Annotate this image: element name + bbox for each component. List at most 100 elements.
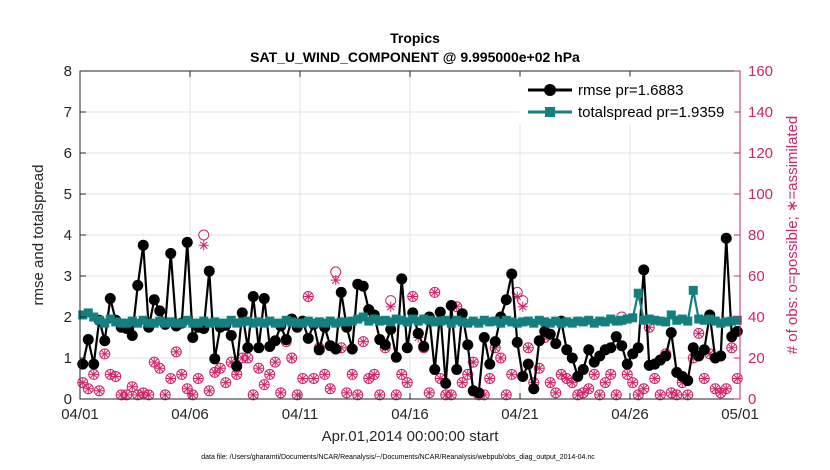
totalspread-point: [320, 318, 330, 328]
obs-assimilated-point: [732, 373, 743, 384]
totalspread-point: [435, 316, 445, 326]
obs-assimilated-point: [682, 389, 693, 400]
obs-assimilated-point: [171, 346, 182, 357]
totalspread-point: [177, 318, 187, 328]
legend-rmse-marker: [544, 84, 556, 96]
totalspread-point: [259, 318, 269, 328]
totalspread-point: [457, 317, 467, 327]
rmse-point: [346, 343, 358, 355]
totalspread-point: [325, 316, 335, 326]
totalspread-point: [496, 318, 506, 328]
totalspread-point: [518, 317, 528, 327]
footnote: data file: /Users/gharamti/Documents/NCA…: [201, 454, 595, 461]
obs-assimilated-point: [187, 389, 198, 400]
rmse-point: [544, 328, 556, 340]
totalspread-point: [281, 315, 291, 325]
y-left-tick-label: 6: [64, 145, 72, 162]
totalspread-point: [419, 314, 429, 324]
totalspread-point: [369, 314, 379, 324]
obs-assimilated-point: [83, 383, 94, 394]
obs-assimilated-point: [550, 387, 561, 398]
rmse-point: [583, 344, 595, 356]
obs-assimilated-point: [506, 369, 517, 380]
totalspread-series: [78, 285, 742, 328]
rmse-point: [412, 327, 424, 339]
totalspread-point: [265, 316, 275, 326]
obs-assimilated-point: [110, 371, 121, 382]
obs-assimilated-point: [429, 287, 440, 298]
rmse-point: [209, 353, 221, 365]
legend-box: [519, 76, 735, 125]
totalspread-point: [716, 318, 726, 328]
totalspread-point: [452, 315, 462, 325]
rmse-point: [566, 352, 578, 364]
obs-assimilated-point: [127, 381, 138, 392]
totalspread-point: [303, 316, 313, 326]
obs-assimilated-point: [407, 291, 418, 302]
totalspread-point: [677, 314, 687, 324]
totalspread-point: [380, 315, 390, 325]
obs-assimilated-point: [600, 377, 611, 388]
obs-assimilated-point: [358, 336, 369, 347]
obs-assimilated-point: [699, 373, 710, 384]
rmse-point: [561, 344, 573, 356]
x-tick-label: 05/01: [721, 406, 759, 423]
obs-assimilated-point: [693, 328, 704, 339]
obs-assimilated-point: [275, 387, 286, 398]
totalspread-point: [644, 314, 654, 324]
totalspread-point: [331, 318, 341, 328]
totalspread-point: [298, 318, 308, 328]
obs-assimilated-point: [94, 385, 105, 396]
rmse-point: [473, 387, 485, 399]
totalspread-point: [617, 315, 627, 325]
x-tick-label: 04/26: [611, 406, 649, 423]
obs-assimilated-point: [605, 369, 616, 380]
totalspread-point: [551, 316, 561, 326]
rmse-point: [247, 291, 259, 302]
ticks: 04/01 04/06 04/11 04/16 04/21 04/26 05/0101234…: [61, 63, 773, 423]
totalspread-point: [463, 318, 473, 328]
y-left-tick-label: 3: [64, 268, 72, 285]
legend-spread-label: totalspread pr=1.9359: [578, 104, 724, 121]
totalspread-point: [100, 318, 110, 328]
totalspread-point: [595, 316, 605, 326]
obs-assimilated-point: [583, 383, 594, 394]
obs-assimilated-point: [594, 389, 605, 400]
rmse-point: [330, 343, 342, 355]
chart-subtitle: SAT_U_WIND_COMPONENT @ 9.995000e+02 hPa: [250, 49, 580, 65]
obs-assimilated-point: [545, 377, 556, 388]
x-tick-label: 04/01: [61, 406, 99, 423]
rmse-point: [484, 358, 496, 370]
totalspread-point: [182, 315, 192, 325]
obs-assimilated-point: [292, 389, 303, 400]
obs-assimilated-point: [330, 275, 341, 286]
totalspread-point: [534, 315, 544, 325]
y-right-tick-label: 80: [748, 227, 765, 244]
rmse-point: [77, 358, 89, 370]
rmse-point: [390, 351, 402, 363]
x-axis-label: Apr.01,2014 00:00:00 start: [322, 428, 500, 445]
totalspread-point: [89, 312, 99, 322]
y-right-tick-label: 40: [748, 309, 765, 326]
totalspread-point: [727, 316, 737, 326]
obs-assimilated-point: [209, 367, 220, 378]
rmse-point: [187, 332, 199, 343]
rmse-point: [418, 341, 430, 353]
x-tick-label: 04/16: [391, 406, 429, 423]
totalspread-point: [446, 318, 456, 328]
obs-assimilated-point: [424, 387, 435, 398]
totalspread-point: [221, 318, 231, 328]
rmse-point: [533, 335, 545, 347]
totalspread-point: [562, 317, 572, 327]
obs-assimilated-point: [297, 373, 308, 384]
rmse-point: [610, 331, 622, 343]
totalspread-point: [292, 318, 302, 328]
obs-assimilated-point: [556, 369, 567, 380]
rmse-point: [302, 332, 314, 344]
rmse-point: [440, 377, 452, 389]
totalspread-point: [336, 317, 346, 327]
obs-assimilated-point: [204, 385, 215, 396]
totalspread-point: [188, 318, 198, 328]
totalspread-point: [353, 314, 363, 324]
